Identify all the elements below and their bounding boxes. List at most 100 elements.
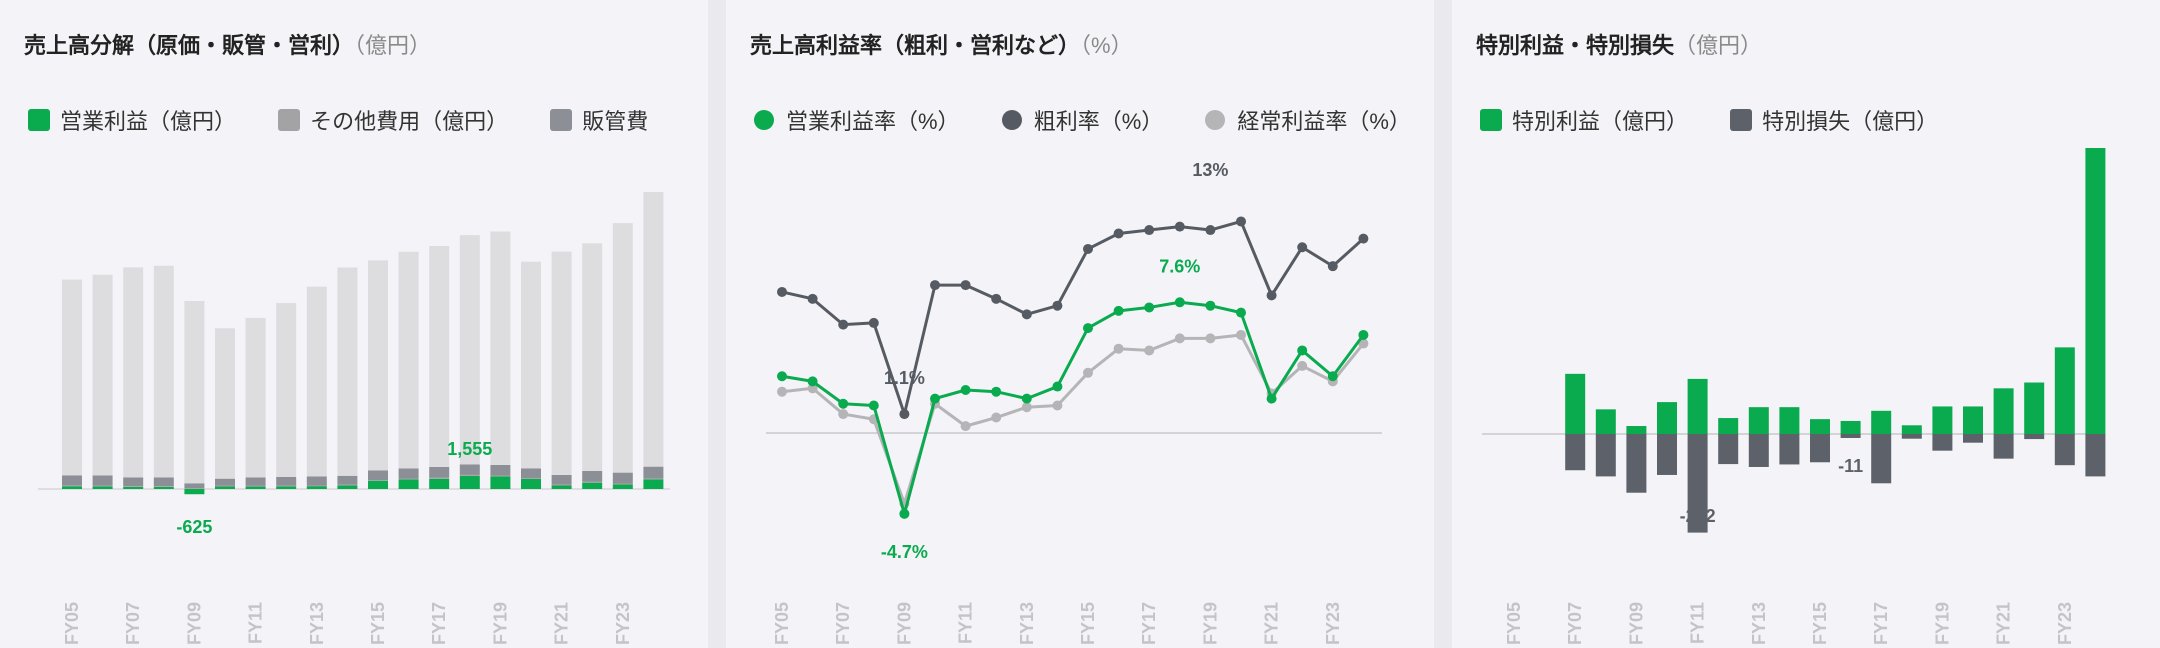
bar-segment <box>551 484 572 486</box>
legend-item-sga[interactable]: 販管費 <box>550 104 648 136</box>
data-point <box>1358 338 1369 349</box>
data-point <box>991 412 1002 423</box>
legend-item-extraordinary-gain[interactable]: 特別利益（億円） <box>1480 104 1688 136</box>
legend-item-ordinary-margin[interactable]: 経常利益率（%） <box>1205 104 1411 136</box>
bar-segment <box>184 489 205 495</box>
data-point <box>1266 393 1277 404</box>
bar-segment <box>612 484 633 489</box>
bar-segment <box>429 466 450 478</box>
bar-gain <box>1871 410 1892 434</box>
legend-item-operating-profit[interactable]: 営業利益（億円） <box>28 104 236 136</box>
data-point <box>1327 371 1338 382</box>
data-label: 1.1% <box>884 368 925 388</box>
bar-gain <box>1993 388 2014 434</box>
data-point <box>1236 216 1246 227</box>
bar-gain <box>1657 402 1677 434</box>
bar-segment <box>215 486 235 489</box>
bar-segment <box>429 477 450 479</box>
data-point <box>1052 300 1063 311</box>
legend-swatch <box>278 109 301 131</box>
data-label: 1,555 <box>447 439 492 459</box>
bar-segment <box>306 486 327 489</box>
x-tick-label: FY19 <box>1932 602 1952 645</box>
legend-item-operating-margin[interactable]: 営業利益率（%） <box>754 104 960 136</box>
bar-segment <box>643 191 664 467</box>
x-tick-label: FY11 <box>956 602 976 644</box>
data-point <box>777 371 787 382</box>
bar-loss <box>1871 434 1892 484</box>
bar-loss <box>1840 434 1861 438</box>
bar-segment <box>215 328 235 479</box>
legend-label: その他費用（億円） <box>310 109 509 134</box>
data-point <box>1297 242 1308 253</box>
bar-segment <box>92 475 113 486</box>
data-point <box>1021 393 1032 404</box>
bar-segment <box>153 486 174 487</box>
bar-segment <box>62 279 82 476</box>
bar-segment <box>551 474 572 485</box>
title-text: 特別利益・特別損失 <box>1476 33 1675 58</box>
bar-segment <box>521 261 541 469</box>
data-point <box>1205 225 1216 236</box>
bar-gain <box>1840 420 1861 434</box>
bar-segment <box>551 251 572 475</box>
bar-segment <box>245 486 266 489</box>
x-tick-label: FY05 <box>1504 602 1524 645</box>
bar-segment <box>398 251 419 469</box>
x-tick-label: FY21 <box>1994 602 2014 645</box>
x-tick-label: FY07 <box>123 602 143 645</box>
x-tick-label: FY21 <box>552 602 572 645</box>
x-tick-label: FY11 <box>246 602 266 644</box>
title-unit: （億円） <box>1674 33 1763 58</box>
bar-gain <box>1932 406 1953 434</box>
x-tick-label: FY07 <box>1565 602 1585 645</box>
bar-segment <box>459 235 480 465</box>
legend-item-gross-margin[interactable]: 粗利率（%） <box>1001 104 1163 136</box>
bar-loss <box>2054 434 2075 466</box>
bar-loss <box>1595 434 1616 477</box>
bar-segment <box>123 477 144 487</box>
data-point <box>899 508 910 519</box>
bar-segment <box>643 466 664 479</box>
x-tick-label: FY07 <box>833 602 853 645</box>
data-point <box>1083 367 1093 378</box>
data-point <box>807 383 818 394</box>
bar-segment <box>123 267 144 478</box>
x-tick-label: FY17 <box>1871 602 1891 645</box>
legend-label: 営業利益（億円） <box>60 109 237 134</box>
data-point <box>991 386 1002 397</box>
x-tick-label: FY23 <box>1323 602 1343 645</box>
data-label: -272 <box>1680 506 1716 526</box>
x-tick-label: FY23 <box>613 602 633 645</box>
panel-title: 売上高分解（原価・販管・営利）（億円） <box>24 28 431 60</box>
x-tick-label: FY17 <box>1139 602 1159 645</box>
x-tick-label: FY13 <box>307 602 327 645</box>
bar-segment <box>398 468 419 479</box>
data-point <box>1113 343 1124 354</box>
bar-loss <box>2085 434 2106 477</box>
legend-item-extraordinary-loss[interactable]: 特別損失（億円） <box>1730 104 1938 136</box>
bar-segment <box>62 485 82 487</box>
data-point <box>1083 323 1093 334</box>
bar-segment <box>429 478 450 489</box>
legend-label: 特別損失（億円） <box>1762 109 1939 134</box>
panel-title: 特別利益・特別損失（億円） <box>1476 28 1762 60</box>
title-unit: （億円） <box>354 33 432 58</box>
bar-gain <box>1779 407 1800 434</box>
data-point <box>1052 381 1063 392</box>
data-point <box>899 409 910 420</box>
title-text: 売上高利益率（粗利・営利など） <box>750 33 1081 58</box>
extraordinary-chart: -272 -11 FY05 FY07 FY09 FY11 FY13 FY15 FY17 FY19 F… <box>1482 147 2106 645</box>
bar-loss <box>1626 434 1647 493</box>
legend-swatch <box>1001 110 1022 130</box>
bar-segment <box>490 231 511 465</box>
revenue-breakdown-panel: 売上高分解（原価・販管・営利）（億円） 営業利益（億円） その他費用（億円） 販… <box>0 0 708 648</box>
data-point <box>807 376 818 387</box>
bar-segment <box>459 475 480 489</box>
margin-panel: 売上高利益率（粗利・営利など）（%） 営業利益率（%） 粗利率（%） 経常利益率… <box>726 0 1434 648</box>
bar-gain <box>1963 406 1983 434</box>
bar-segment <box>245 317 266 478</box>
data-point <box>1052 400 1063 411</box>
legend-item-other-expenses[interactable]: その他費用（億円） <box>278 104 508 136</box>
bar-segment <box>582 481 603 483</box>
